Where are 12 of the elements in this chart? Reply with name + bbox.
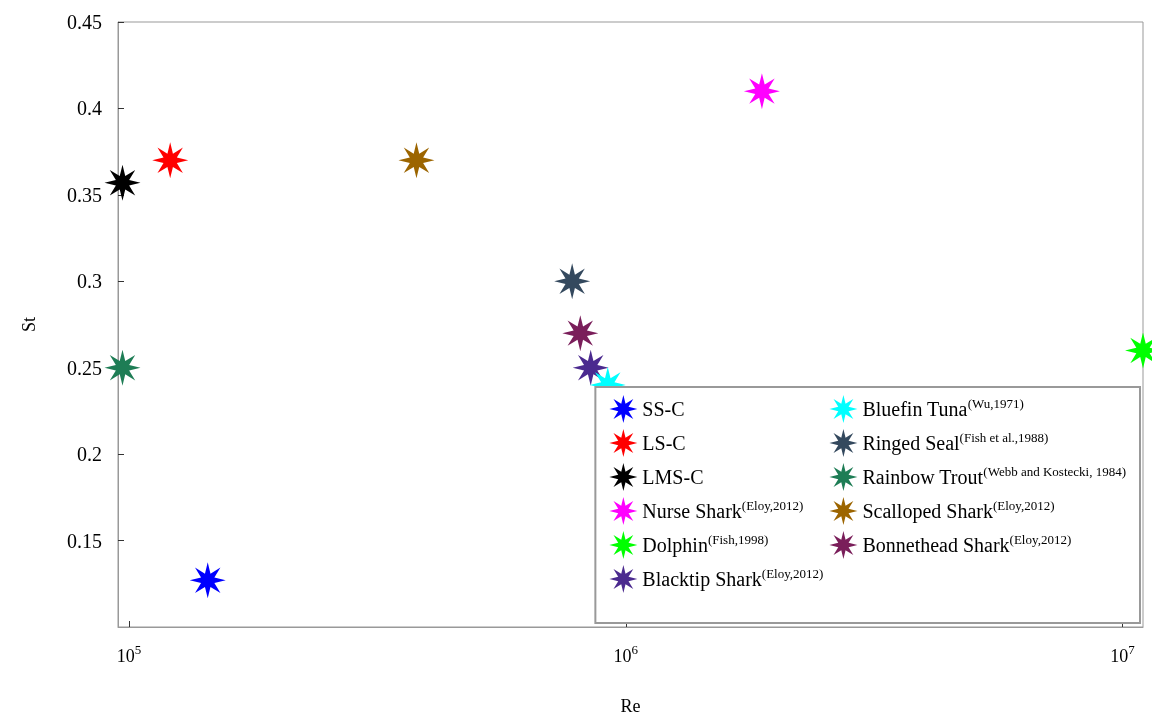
y-tick-label: 0.35 (67, 183, 102, 206)
legend-label: SS-C (642, 398, 685, 420)
y-axis-title: St (19, 316, 39, 333)
y-tick-label: 0.3 (77, 270, 102, 293)
y-tick-label: 0.15 (67, 529, 102, 552)
y-tick-label: 0.4 (77, 97, 102, 120)
legend-label: LMS-C (642, 466, 704, 488)
x-axis-title: Re (620, 696, 641, 716)
y-tick-label: 0.2 (77, 443, 102, 466)
legend-label: LS-C (642, 432, 686, 454)
y-tick-label: 0.25 (67, 356, 102, 379)
y-tick-label: 0.45 (67, 11, 102, 33)
